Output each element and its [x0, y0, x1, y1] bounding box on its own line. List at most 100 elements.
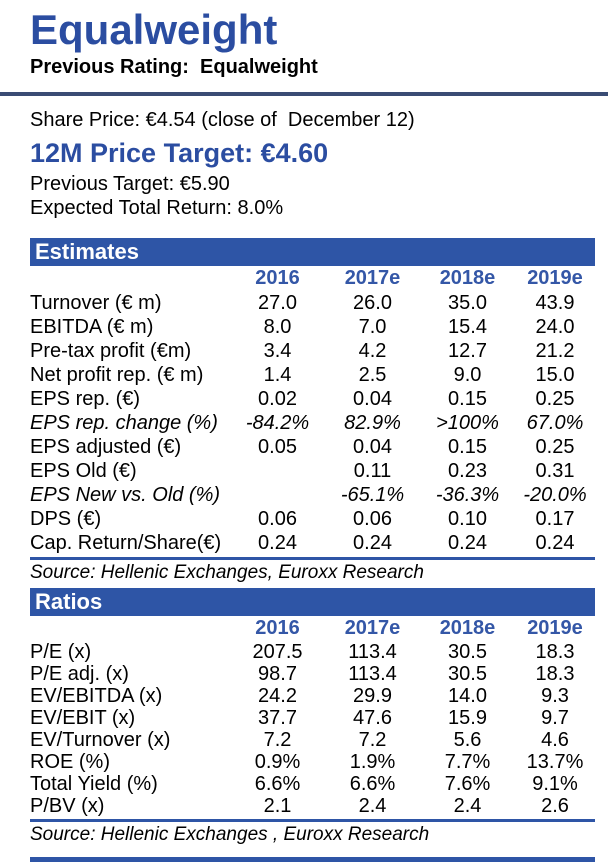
table-row: P/BV (x) 2.1 2.4 2.4 2.6: [30, 795, 595, 817]
table-row: EV/Turnover (x) 7.2 7.2 5.6 4.6: [30, 729, 595, 751]
value-cell: 207.5: [252, 641, 303, 663]
value-cell: 8.0: [263, 316, 292, 338]
value-cell: 9.7: [541, 707, 569, 729]
value-cell: 15.4: [448, 316, 487, 338]
value-cell: 24.2: [258, 685, 297, 707]
table-row: EPS New vs. Old (%) -65.1% -36.3% -20.0%: [30, 483, 595, 507]
previous-target-line: Previous Target: €5.90: [30, 173, 230, 195]
estimates-table: 2016 2017e 2018e 2019e Turnover (€ m) 27…: [30, 266, 595, 555]
row-label: EPS New vs. Old (%): [30, 484, 221, 506]
value-cell: 0.31: [535, 460, 575, 482]
report-page: Equalweight Previous Rating: Equalweight…: [0, 6, 608, 862]
value-cell: 24.0: [535, 316, 575, 338]
row-label: P/BV (x): [30, 795, 105, 817]
value-cell: 7.0: [358, 316, 387, 338]
value-cell: -65.1%: [340, 484, 405, 506]
ratios-table-rule: [30, 819, 595, 822]
value-cell: 0.25: [535, 436, 575, 458]
value-cell: 0.11: [353, 460, 392, 482]
table-row: P/E (x) 207.5 113.4 30.5 18.3: [30, 641, 595, 663]
row-label: Cap. Return/Share(€): [30, 532, 222, 554]
value-cell: 13.7%: [526, 751, 584, 773]
year-header-spacer: [30, 266, 230, 291]
value-cell: 0.15: [448, 436, 487, 458]
row-label: EV/EBITDA (x): [30, 685, 163, 707]
value-cell: 7.2: [263, 729, 292, 751]
year-header: 2017e: [344, 617, 401, 639]
row-label: P/E adj. (x): [30, 663, 129, 685]
rating-title: Equalweight: [30, 6, 278, 53]
price-target-line: 12M Price Target: €4.60: [30, 138, 329, 168]
previous-rating: Previous Rating: Equalweight: [30, 56, 318, 78]
value-cell: 0.04: [353, 436, 392, 458]
row-label: DPS (€): [30, 508, 102, 530]
value-cell: 47.6: [353, 707, 392, 729]
year-header-spacer: [30, 616, 230, 641]
table-row: EPS adjusted (€) 0.05 0.04 0.15 0.25: [30, 435, 595, 459]
value-cell: 21.2: [535, 340, 575, 362]
value-cell: 0.17: [535, 508, 575, 530]
value-cell: 0.23: [448, 460, 487, 482]
value-cell: 2.5: [358, 364, 387, 386]
value-cell: 29.9: [353, 685, 392, 707]
estimates-section-header: Estimates: [30, 238, 595, 266]
ratios-year-header-row: 2016 2017e 2018e 2019e: [30, 616, 595, 641]
value-cell: [230, 483, 325, 507]
row-label: EPS rep. change (%): [30, 412, 218, 434]
table-row: Net profit rep. (€ m) 1.4 2.5 9.0 15.0: [30, 363, 595, 387]
value-cell: 9.1%: [532, 773, 578, 795]
value-cell: 0.24: [353, 532, 392, 554]
value-cell: 0.25: [535, 388, 575, 410]
table-row: Pre-tax profit (€m) 3.4 4.2 12.7 21.2: [30, 339, 595, 363]
value-cell: -20.0%: [523, 484, 587, 506]
value-cell: 7.7%: [444, 751, 491, 773]
value-cell: 12.7: [448, 340, 487, 362]
value-cell: 0.10: [448, 508, 487, 530]
share-price-line: Share Price: €4.54 (close of December 12…: [30, 109, 415, 131]
table-row: Cap. Return/Share(€) 0.24 0.24 0.24 0.24: [30, 531, 595, 555]
row-label: EV/EBIT (x): [30, 707, 136, 729]
year-header: 2017e: [344, 267, 401, 289]
value-cell: 7.2: [358, 729, 387, 751]
ratios-table-body: P/E (x) 207.5 113.4 30.5 18.3 P/E adj. (…: [30, 641, 595, 817]
row-label: EPS Old (€): [30, 460, 137, 482]
value-cell: -84.2%: [245, 412, 310, 434]
value-cell: 30.5: [448, 641, 487, 663]
value-cell: 113.4: [348, 663, 397, 685]
value-cell: 82.9%: [344, 412, 401, 434]
estimates-table-body: Turnover (€ m) 27.0 26.0 35.0 43.9 EBITD…: [30, 291, 595, 555]
value-cell: 4.2: [358, 340, 387, 362]
year-header: 2018e: [439, 267, 496, 289]
expected-total-return-line: Expected Total Return: 8.0%: [30, 197, 284, 219]
table-row: Turnover (€ m) 27.0 26.0 35.0 43.9: [30, 291, 595, 315]
value-cell: 15.9: [448, 707, 487, 729]
table-row: EV/EBITDA (x) 24.2 29.9 14.0 9.3: [30, 685, 595, 707]
value-cell: 2.4: [358, 795, 387, 817]
value-cell: 7.6%: [444, 773, 491, 795]
row-label: ROE (%): [30, 751, 110, 773]
year-header: 2016: [255, 267, 300, 289]
value-cell: 0.9%: [254, 751, 301, 773]
value-cell: 0.24: [258, 532, 297, 554]
row-label: Total Yield (%): [30, 773, 158, 795]
year-header: 2016: [255, 617, 300, 639]
table-row: EBITDA (€ m) 8.0 7.0 15.4 24.0: [30, 315, 595, 339]
value-cell: [230, 459, 325, 483]
value-cell: -36.3%: [435, 484, 500, 506]
estimates-table-rule: [30, 557, 595, 560]
value-cell: 0.15: [448, 388, 487, 410]
value-cell: 35.0: [448, 292, 487, 314]
estimates-year-header-row: 2016 2017e 2018e 2019e: [30, 266, 595, 291]
value-cell: 18.3: [535, 641, 575, 663]
table-row: P/E adj. (x) 98.7 113.4 30.5 18.3: [30, 663, 595, 685]
value-cell: 30.5: [448, 663, 487, 685]
value-cell: 6.6%: [254, 773, 301, 795]
ratios-source: Source: Hellenic Exchanges , Euroxx Rese…: [30, 824, 430, 845]
value-cell: 2.6: [541, 795, 569, 817]
value-cell: 67.0%: [526, 412, 584, 434]
value-cell: 0.05: [258, 436, 297, 458]
value-cell: 6.6%: [349, 773, 396, 795]
row-label: P/E (x): [30, 641, 92, 663]
value-cell: 9.0: [453, 364, 482, 386]
table-row: ROE (%) 0.9% 1.9% 7.7% 13.7%: [30, 751, 595, 773]
